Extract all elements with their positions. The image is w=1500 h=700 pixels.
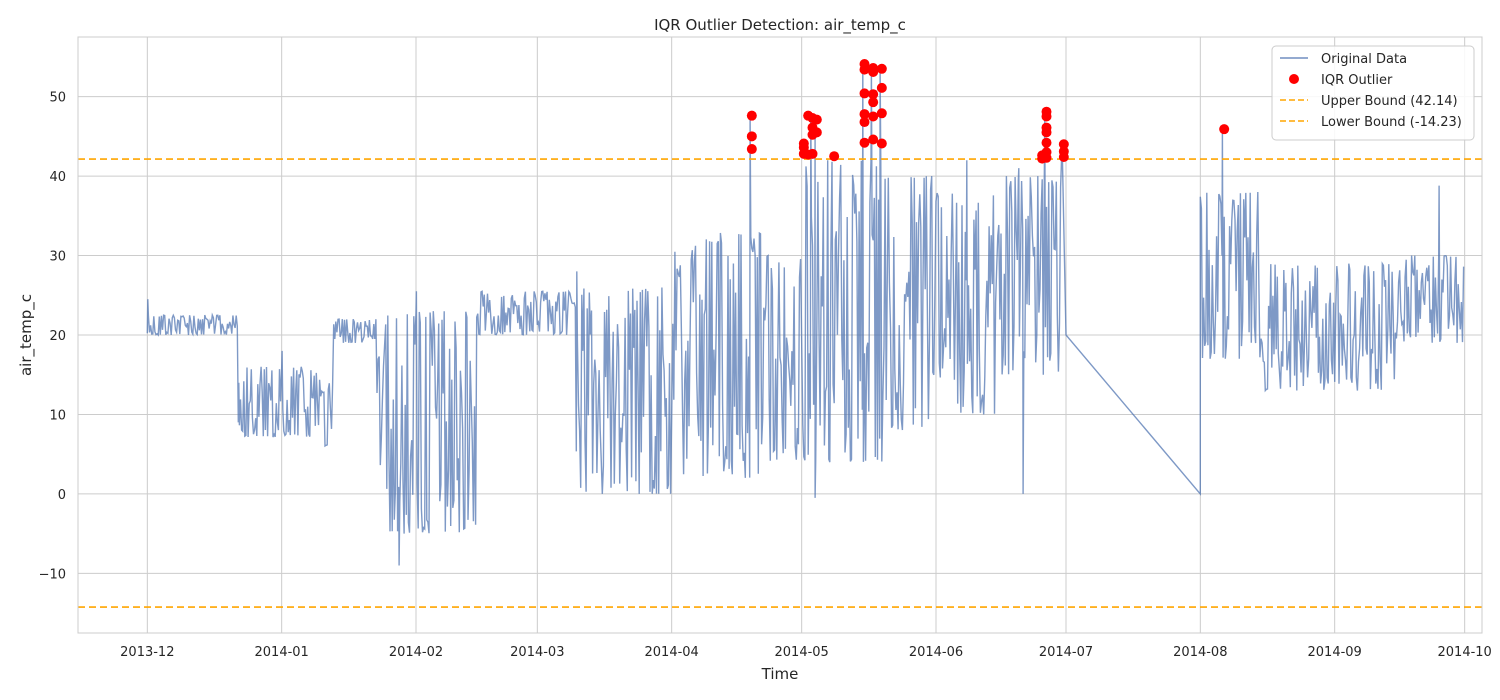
- legend-original-data-label: Original Data: [1321, 52, 1407, 67]
- series-line: [146, 62, 1465, 566]
- x-tick-label: 2014-04: [645, 645, 699, 660]
- outlier-point: [868, 66, 879, 77]
- legend-box: [1271, 45, 1475, 141]
- chart-title: IQR Outlier Detection: air_temp_c: [654, 16, 906, 35]
- series-original-data: [146, 62, 1465, 566]
- x-axis-ticks: 2013-12 2014-01 2014-02 2014-03 2014-04 2014-…: [120, 645, 1492, 660]
- outlier-point: [1219, 124, 1230, 135]
- outlier-point: [1041, 152, 1052, 163]
- outlier-point: [876, 82, 887, 93]
- outlier-point: [868, 134, 879, 145]
- outlier-point: [859, 64, 870, 75]
- outlier-point: [811, 114, 822, 125]
- outlier-point: [829, 151, 840, 162]
- y-tick-label: 50: [49, 91, 66, 106]
- y-tick-label: 0: [58, 488, 66, 503]
- outlier-point: [859, 109, 870, 120]
- x-tick-label: 2014-09: [1308, 645, 1362, 660]
- outliers: [746, 59, 1230, 164]
- outlier-point: [1058, 139, 1069, 150]
- y-tick-label: −10: [39, 567, 66, 582]
- x-tick-label: 2014-05: [775, 645, 829, 660]
- outlier-point: [868, 97, 879, 108]
- outlier-point: [746, 110, 757, 121]
- outlier-point: [859, 137, 870, 148]
- x-axis-title: Time: [761, 665, 799, 683]
- outlier-point: [868, 111, 879, 122]
- outlier-point: [811, 127, 822, 138]
- y-tick-label: 40: [49, 170, 66, 185]
- outlier-point: [1058, 151, 1069, 162]
- x-tick-label: 2014-02: [389, 645, 443, 660]
- legend: Original Data IQR Outlier Upper Bound (42.…: [1271, 45, 1475, 141]
- outlier-point: [859, 88, 870, 99]
- outlier-point: [1041, 137, 1052, 148]
- x-tick-label: 2014-01: [255, 645, 309, 660]
- legend-lower-bound-14-23-label: Lower Bound (-14.23): [1321, 115, 1462, 130]
- outlier-point: [1041, 127, 1052, 138]
- x-tick-label: 2013-12: [120, 645, 174, 660]
- x-tick-label: 2014-10: [1438, 645, 1492, 660]
- outlier-point: [859, 117, 870, 128]
- outlier-point: [868, 89, 879, 100]
- y-tick-label: 20: [49, 329, 66, 344]
- legend-iqr-outlier-swatch: [1289, 74, 1299, 84]
- outlier-point: [876, 63, 887, 74]
- y-tick-label: 10: [49, 408, 66, 423]
- outlier-point: [876, 108, 887, 119]
- outlier-point: [1041, 111, 1052, 122]
- outlier-point: [746, 131, 757, 142]
- x-tick-label: 2014-08: [1173, 645, 1227, 660]
- legend-iqr-outlier-label: IQR Outlier: [1321, 73, 1393, 88]
- x-tick-label: 2014-07: [1039, 645, 1093, 660]
- plot-frame: [77, 36, 1483, 634]
- outlier-point: [807, 148, 818, 159]
- legend-upper-bound-42-14-label: Upper Bound (42.14): [1321, 94, 1458, 109]
- x-tick-label: 2014-06: [909, 645, 963, 660]
- bounds: [78, 158, 1482, 608]
- outlier-point: [876, 138, 887, 149]
- x-tick-label: 2014-03: [510, 645, 564, 660]
- y-axis-ticks: −10 0 10 20 30 40 50: [39, 91, 66, 583]
- outlier-point: [746, 144, 757, 155]
- y-tick-label: 30: [49, 250, 66, 265]
- y-axis-title: air_temp_c: [17, 294, 36, 376]
